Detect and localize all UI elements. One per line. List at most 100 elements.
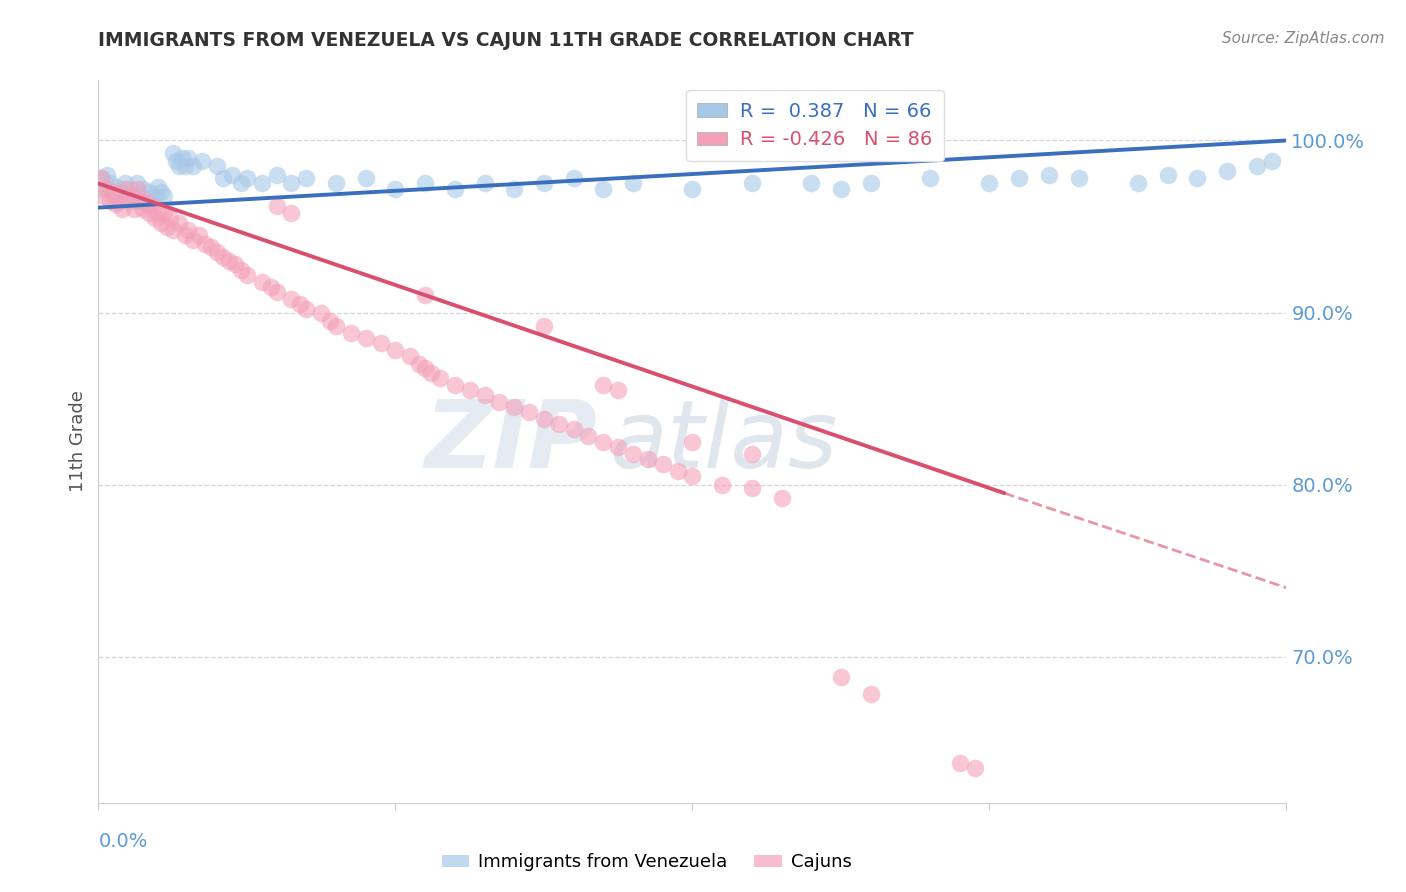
Point — [120, 188, 142, 202]
Point — [413, 288, 436, 302]
Point — [533, 177, 555, 191]
Point — [1067, 171, 1090, 186]
Point — [218, 253, 240, 268]
Point — [592, 182, 614, 196]
Point — [156, 219, 179, 234]
Point — [1187, 171, 1209, 186]
Point — [503, 182, 526, 196]
Point — [1126, 177, 1149, 191]
Point — [859, 687, 882, 701]
Point — [592, 434, 614, 449]
Point — [125, 177, 148, 191]
Point — [125, 182, 148, 196]
Point — [221, 168, 243, 182]
Point — [200, 240, 222, 254]
Text: 0.0%: 0.0% — [98, 831, 148, 851]
Point — [1260, 154, 1282, 169]
Point — [194, 236, 217, 251]
Point — [607, 383, 630, 397]
Point — [250, 275, 273, 289]
Point — [103, 188, 125, 202]
Point — [949, 756, 972, 771]
Point — [651, 457, 673, 471]
Point — [621, 177, 644, 191]
Point — [105, 197, 128, 211]
Point — [188, 228, 211, 243]
Point — [370, 336, 392, 351]
Point — [295, 301, 318, 316]
Point — [120, 182, 142, 196]
Point — [562, 423, 585, 437]
Point — [152, 206, 174, 220]
Point — [443, 182, 465, 196]
Point — [111, 202, 134, 217]
Point — [517, 405, 540, 419]
Point — [141, 194, 163, 208]
Point — [212, 251, 235, 265]
Point — [280, 206, 302, 220]
Point — [325, 319, 347, 334]
Point — [117, 194, 139, 208]
Point — [607, 440, 630, 454]
Point — [547, 417, 569, 432]
Point — [173, 228, 195, 243]
Point — [920, 171, 942, 186]
Point — [162, 145, 184, 160]
Point — [1156, 168, 1178, 182]
Point — [170, 151, 193, 165]
Point — [135, 197, 157, 211]
Point — [152, 188, 174, 202]
Point — [1038, 168, 1060, 182]
Point — [138, 206, 160, 220]
Point — [503, 400, 526, 414]
Text: ZIP: ZIP — [425, 395, 598, 488]
Point — [149, 216, 172, 230]
Point — [132, 202, 155, 217]
Point — [859, 177, 882, 191]
Point — [413, 177, 436, 191]
Point — [578, 429, 600, 443]
Point — [295, 171, 318, 186]
Point — [96, 182, 118, 196]
Point — [90, 171, 112, 186]
Text: IMMIGRANTS FROM VENEZUELA VS CAJUN 11TH GRADE CORRELATION CHART: IMMIGRANTS FROM VENEZUELA VS CAJUN 11TH … — [98, 31, 914, 50]
Point — [830, 670, 852, 684]
Point — [290, 297, 312, 311]
Point — [205, 159, 228, 173]
Point — [143, 211, 166, 225]
Point — [319, 314, 342, 328]
Point — [681, 434, 703, 449]
Point — [176, 151, 198, 165]
Point — [354, 331, 377, 345]
Point — [681, 469, 703, 483]
Point — [236, 268, 259, 282]
Point — [173, 159, 195, 173]
Point — [1246, 159, 1268, 173]
Point — [93, 188, 115, 202]
Point — [711, 477, 734, 491]
Point — [979, 177, 1001, 191]
Point — [830, 182, 852, 196]
Point — [167, 216, 190, 230]
Point — [129, 194, 152, 208]
Point — [741, 481, 763, 495]
Point — [98, 194, 121, 208]
Point — [229, 177, 252, 191]
Point — [384, 343, 406, 358]
Point — [108, 188, 131, 202]
Legend: R =  0.387   N = 66, R = -0.426   N = 86: R = 0.387 N = 66, R = -0.426 N = 86 — [686, 90, 943, 161]
Point — [413, 360, 436, 375]
Point — [266, 168, 288, 182]
Point — [681, 182, 703, 196]
Point — [191, 154, 214, 169]
Point — [132, 182, 155, 196]
Point — [533, 412, 555, 426]
Point — [117, 188, 139, 202]
Point — [135, 194, 157, 208]
Point — [429, 371, 451, 385]
Point — [122, 194, 145, 208]
Point — [165, 154, 187, 169]
Point — [108, 194, 131, 208]
Point — [592, 377, 614, 392]
Point — [149, 185, 172, 199]
